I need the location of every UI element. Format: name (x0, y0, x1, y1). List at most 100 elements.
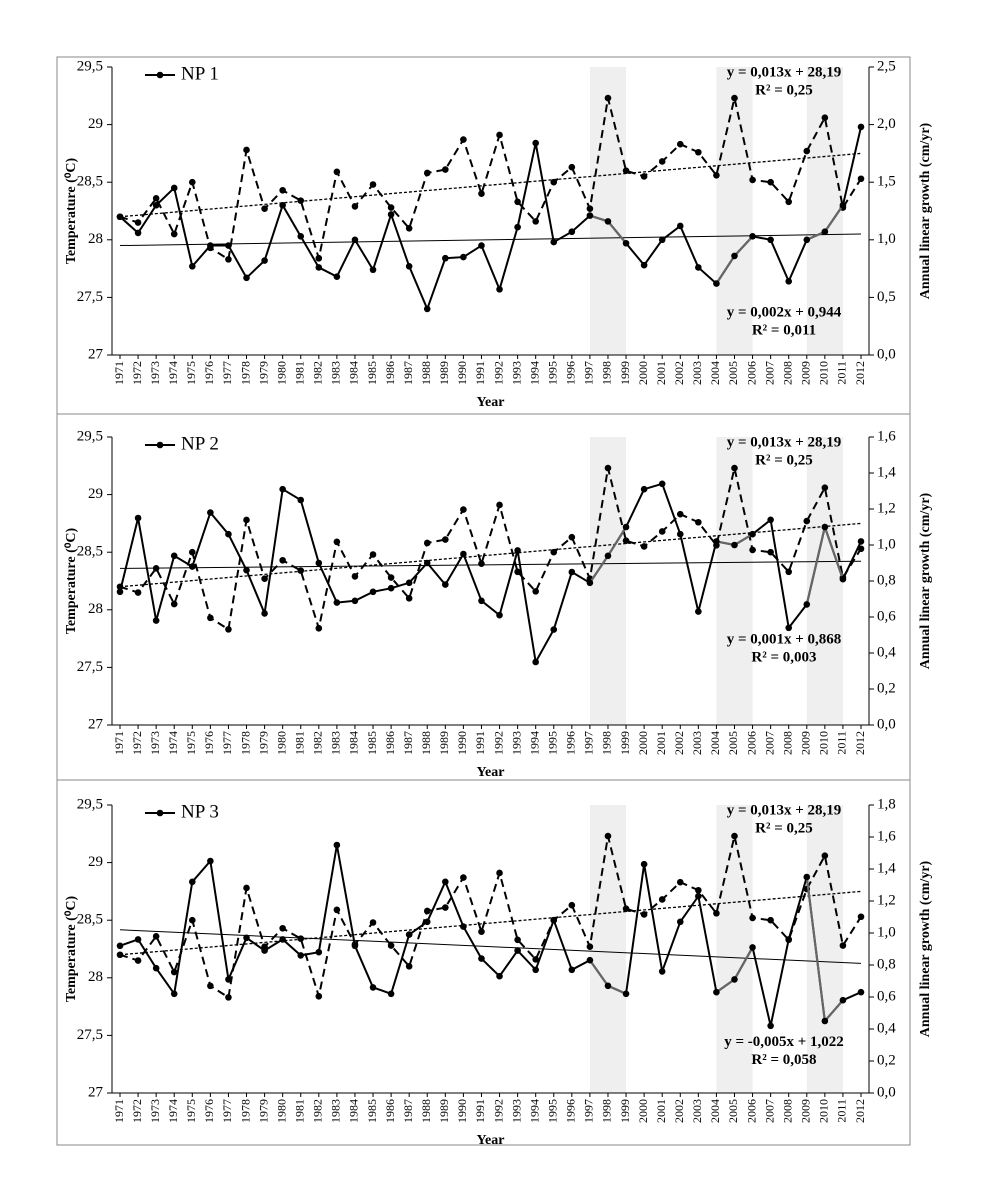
legend-marker (156, 441, 164, 449)
x-tick-label: 2006 (744, 361, 758, 385)
data-point (622, 990, 630, 998)
data-point (207, 982, 214, 990)
x-tick-label: 2006 (744, 1099, 758, 1123)
data-point (134, 936, 142, 943)
x-tick-label: 1987 (401, 731, 415, 755)
data-point (225, 242, 232, 249)
data-point (478, 955, 485, 962)
x-tick-label: 1988 (419, 731, 433, 755)
x-tick-label: 2011 (835, 731, 849, 755)
x-tick-label: 2009 (799, 361, 813, 385)
data-point (188, 548, 196, 556)
x-tick-label: 2002 (672, 361, 686, 385)
data-point (478, 190, 485, 198)
data-point (695, 148, 702, 156)
data-point (207, 857, 214, 865)
x-tick-label: 1995 (546, 731, 560, 755)
data-point (839, 201, 847, 209)
data-point (207, 509, 214, 516)
y-tick-label: 29 (88, 116, 103, 132)
x-tick-label: 1975 (184, 731, 198, 755)
data-point (243, 934, 250, 942)
data-point (460, 923, 467, 930)
data-point (496, 501, 503, 509)
data-point (857, 913, 865, 921)
data-point (315, 948, 323, 956)
data-point (369, 266, 377, 274)
data-point (676, 918, 684, 926)
x-tick-label: 1971 (112, 1099, 126, 1123)
x-tick-label: 2011 (835, 361, 849, 385)
x-tick-label: 1976 (202, 731, 216, 755)
data-point (188, 262, 196, 270)
y2-tick-label: 0,4 (877, 1020, 896, 1036)
x-tick-label: 1976 (202, 1099, 216, 1123)
data-point (405, 962, 413, 970)
data-point (387, 574, 395, 581)
y-tick-label: 28 (88, 601, 103, 617)
data-point (550, 548, 558, 556)
x-tick-label: 1981 (292, 361, 306, 385)
trend-equation: y = 0,013x + 28,19 (727, 434, 842, 450)
shaded-range (716, 805, 753, 1093)
x-tick-label: 1983 (329, 361, 343, 385)
x-tick-label: 1999 (618, 1099, 632, 1123)
data-point (857, 538, 865, 545)
data-point (261, 257, 268, 264)
x-tick-label: 1981 (292, 731, 306, 755)
data-point (731, 252, 738, 260)
x-axis-title: Year (477, 1133, 505, 1148)
data-point (658, 480, 666, 488)
data-point (170, 552, 178, 560)
data-point (460, 550, 467, 558)
x-tick-label: 2010 (817, 1099, 831, 1123)
x-tick-label: 1974 (166, 1099, 180, 1123)
data-point (170, 600, 178, 608)
data-point (604, 94, 612, 102)
x-tick-label: 2003 (690, 361, 704, 385)
data-point (839, 996, 847, 1004)
x-tick-label: 2004 (708, 361, 722, 385)
data-point (695, 518, 702, 526)
y2-tick-label: 1,8 (877, 796, 896, 812)
data-point (369, 588, 377, 596)
data-point (622, 239, 630, 247)
y-tick-label: 28,5 (77, 912, 103, 928)
data-point (604, 832, 612, 840)
data-point (658, 528, 666, 535)
data-point (532, 588, 539, 595)
data-point (640, 860, 648, 868)
data-point (297, 952, 305, 959)
legend-marker (156, 809, 164, 817)
data-point (152, 195, 160, 202)
data-point (152, 964, 160, 972)
data-point (785, 936, 793, 943)
y-tick-label: 28 (88, 231, 103, 247)
x-tick-label: 2001 (654, 361, 668, 385)
data-point (731, 541, 738, 549)
data-point (207, 242, 214, 249)
trend-r-squared: R² = 0,011 (752, 322, 816, 338)
data-point (767, 548, 774, 556)
data-point (731, 832, 738, 840)
series-line (119, 467, 862, 633)
x-tick-label: 1992 (491, 1099, 505, 1123)
data-point (731, 976, 738, 983)
y2-tick-label: 1,0 (877, 231, 896, 247)
data-point (279, 556, 286, 564)
x-tick-label: 1973 (148, 731, 162, 755)
data-point (749, 914, 756, 922)
data-point (514, 568, 521, 576)
data-point (478, 242, 485, 249)
legend-label: NP 1 (181, 63, 219, 84)
x-tick-label: 1978 (238, 1099, 252, 1123)
x-tick-label: 1996 (564, 361, 578, 385)
x-tick-label: 1992 (491, 731, 505, 755)
y2-tick-label: 0,8 (877, 956, 896, 972)
y2-tick-label: 1,0 (877, 536, 896, 552)
x-tick-label: 2000 (636, 1099, 650, 1123)
data-point (514, 198, 521, 206)
data-point (514, 947, 521, 954)
y2-axis-title: Annual linear growth (cm/yr) (918, 492, 933, 669)
y-tick-label: 27 (88, 716, 104, 732)
